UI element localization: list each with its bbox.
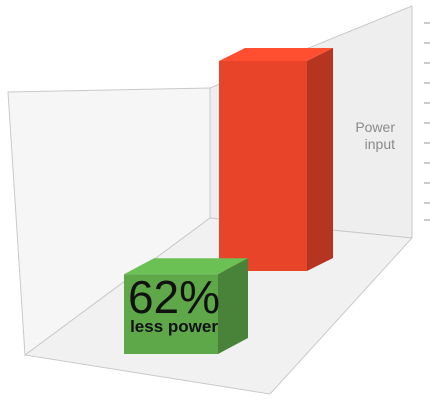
bar-reduced: [124, 258, 248, 354]
annotation-caption: less power: [130, 317, 218, 336]
bar-reduced-top: [124, 258, 248, 275]
bar-baseline-front: [219, 61, 307, 271]
bar-baseline-top: [219, 48, 333, 61]
bar-baseline-side: [307, 48, 333, 271]
annotation-percent: 62%: [128, 271, 220, 323]
bars: [124, 48, 333, 354]
y-axis-ticks: [424, 22, 430, 221]
bar-baseline: [219, 48, 333, 271]
bar-reduced-side: [218, 258, 248, 354]
bar-reduced-front: [124, 274, 218, 354]
y-axis-label-line-1: Power: [355, 119, 395, 135]
y-axis-label-line-2: input: [365, 136, 395, 152]
